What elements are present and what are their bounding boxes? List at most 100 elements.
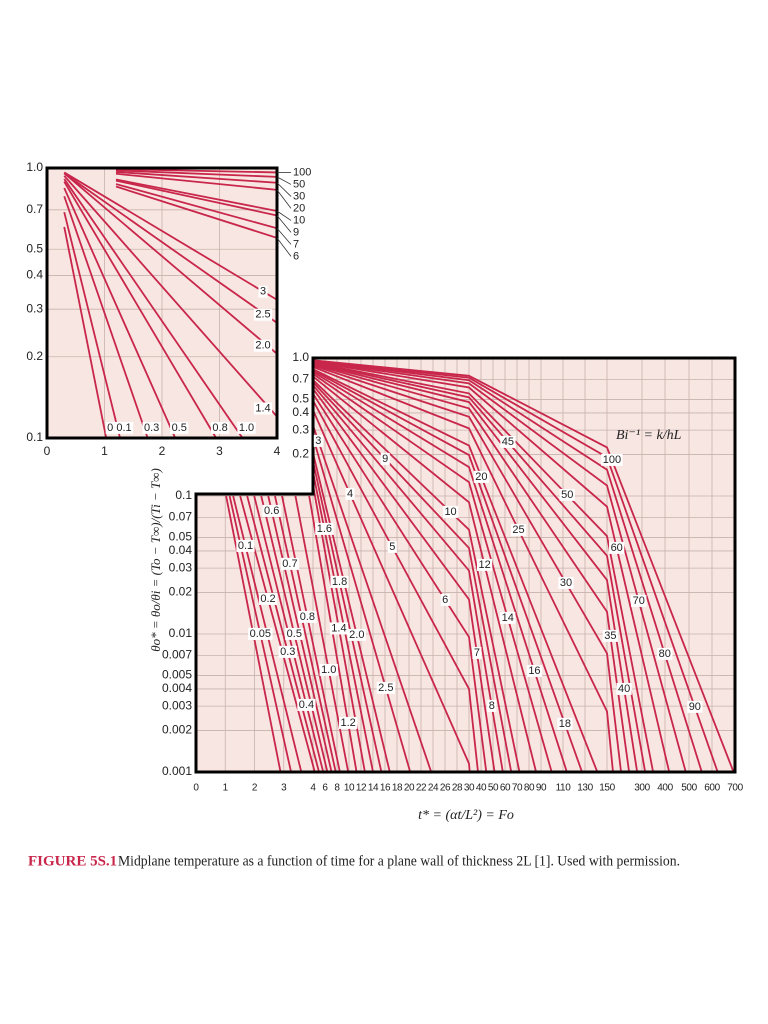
curve [312,381,513,772]
label-background [298,610,317,623]
curve [312,369,583,772]
label-background [285,627,304,640]
label-background [526,664,543,677]
curve-label: 100 [293,166,311,178]
label-background [237,421,256,434]
label-background [347,628,366,641]
curve-label: 10 [293,214,305,226]
x-tick-label: 150 [599,783,615,794]
curve-label: 2.5 [255,309,270,321]
curve [312,388,496,772]
curve-label: 1.4 [331,622,346,634]
label-background [253,308,273,321]
curve [246,495,320,772]
curve [63,175,277,418]
caption-text: Midplane temperature as a function of ti… [118,853,680,869]
leader-line [276,189,292,209]
curve [63,181,217,438]
curve [63,171,277,301]
x-tick-label: 3 [216,444,223,458]
y-tick-label: 0.01 [169,626,193,640]
x-tick-label: 20 [404,783,415,794]
y-tick-label: 0.02 [169,585,193,599]
curve-label: 0.3 [144,422,159,434]
x-tick-label: 50 [488,783,499,794]
x-tick-label: 80 [524,783,535,794]
curve-label: 1.4 [255,403,270,415]
curve-label: 20 [293,202,305,214]
x-tick-label: 130 [577,783,593,794]
curve-label: 0.1 [116,422,131,434]
y-tick-label: 0.2 [26,349,43,363]
curve [312,368,599,772]
curve [115,169,277,178]
label-background [170,421,189,434]
curve-label: 35 [604,630,616,642]
x-tick-label: 4 [274,444,281,458]
inset-frame [45,166,279,440]
x-tick-label: 8 [334,783,340,794]
curve [312,379,521,772]
x-tick-label: 1 [101,444,108,458]
x-tick-label: 4 [310,783,316,794]
label-background [262,504,281,517]
curve-label: 90 [689,701,701,713]
x-tick-label: 22 [416,783,427,794]
curve [312,359,703,772]
curve-label: 0.05 [250,628,271,640]
curve-label: 45 [502,436,514,448]
curve [312,360,671,772]
main-frame [194,356,737,774]
y-tick-label: 0.04 [169,543,193,557]
curve-label: 50 [561,489,573,501]
curve-label: 9 [382,453,388,465]
label-background [280,557,300,570]
y-tick-label: 0.4 [292,405,309,419]
curve [312,425,433,772]
label-background [558,576,574,589]
x-tick-label: 12 [356,783,367,794]
x-tick-label: 14 [368,783,379,794]
y-tick-label: 0.1 [175,488,192,502]
annotation: Bi⁻¹ = k/hL [616,428,682,443]
leader-line [276,237,292,257]
curve-label: 0.4 [299,699,314,711]
label-background [500,435,516,448]
x-tick-label: 3 [281,783,287,794]
label-background [476,558,493,571]
curve-label: 20 [475,471,487,483]
curve-label: 30 [293,190,305,202]
label-background [278,645,297,658]
curve [63,172,277,355]
curve-label: 1.6 [317,523,332,535]
curve-label: 6 [293,250,299,262]
y-tick-label: 0.03 [169,560,193,574]
curve [63,226,108,438]
curve [312,393,488,772]
curve [312,362,639,772]
label-background [253,402,273,415]
label-background [472,646,482,659]
x-tick-label: 28 [452,783,463,794]
curve-label: 3 [260,286,266,298]
curve [312,360,687,772]
label-background [487,699,497,712]
y-tick-label: 0.05 [169,530,193,544]
curve [312,364,622,772]
label-background [500,611,516,624]
curve-label: 30 [560,577,572,589]
curve [312,359,735,772]
curve [312,399,479,772]
curve-label: 0.1 [238,540,253,552]
y-tick-label: 0.1 [26,430,43,444]
curve [312,471,374,772]
curve-label: 0.7 [282,558,297,570]
label-background [330,575,349,588]
label-background [601,453,623,466]
curve-label: 50 [293,178,305,190]
label-background [248,627,273,640]
curve [63,195,149,438]
curve-label: 1.0 [239,422,254,434]
label-background [510,523,527,536]
curve [115,172,277,191]
